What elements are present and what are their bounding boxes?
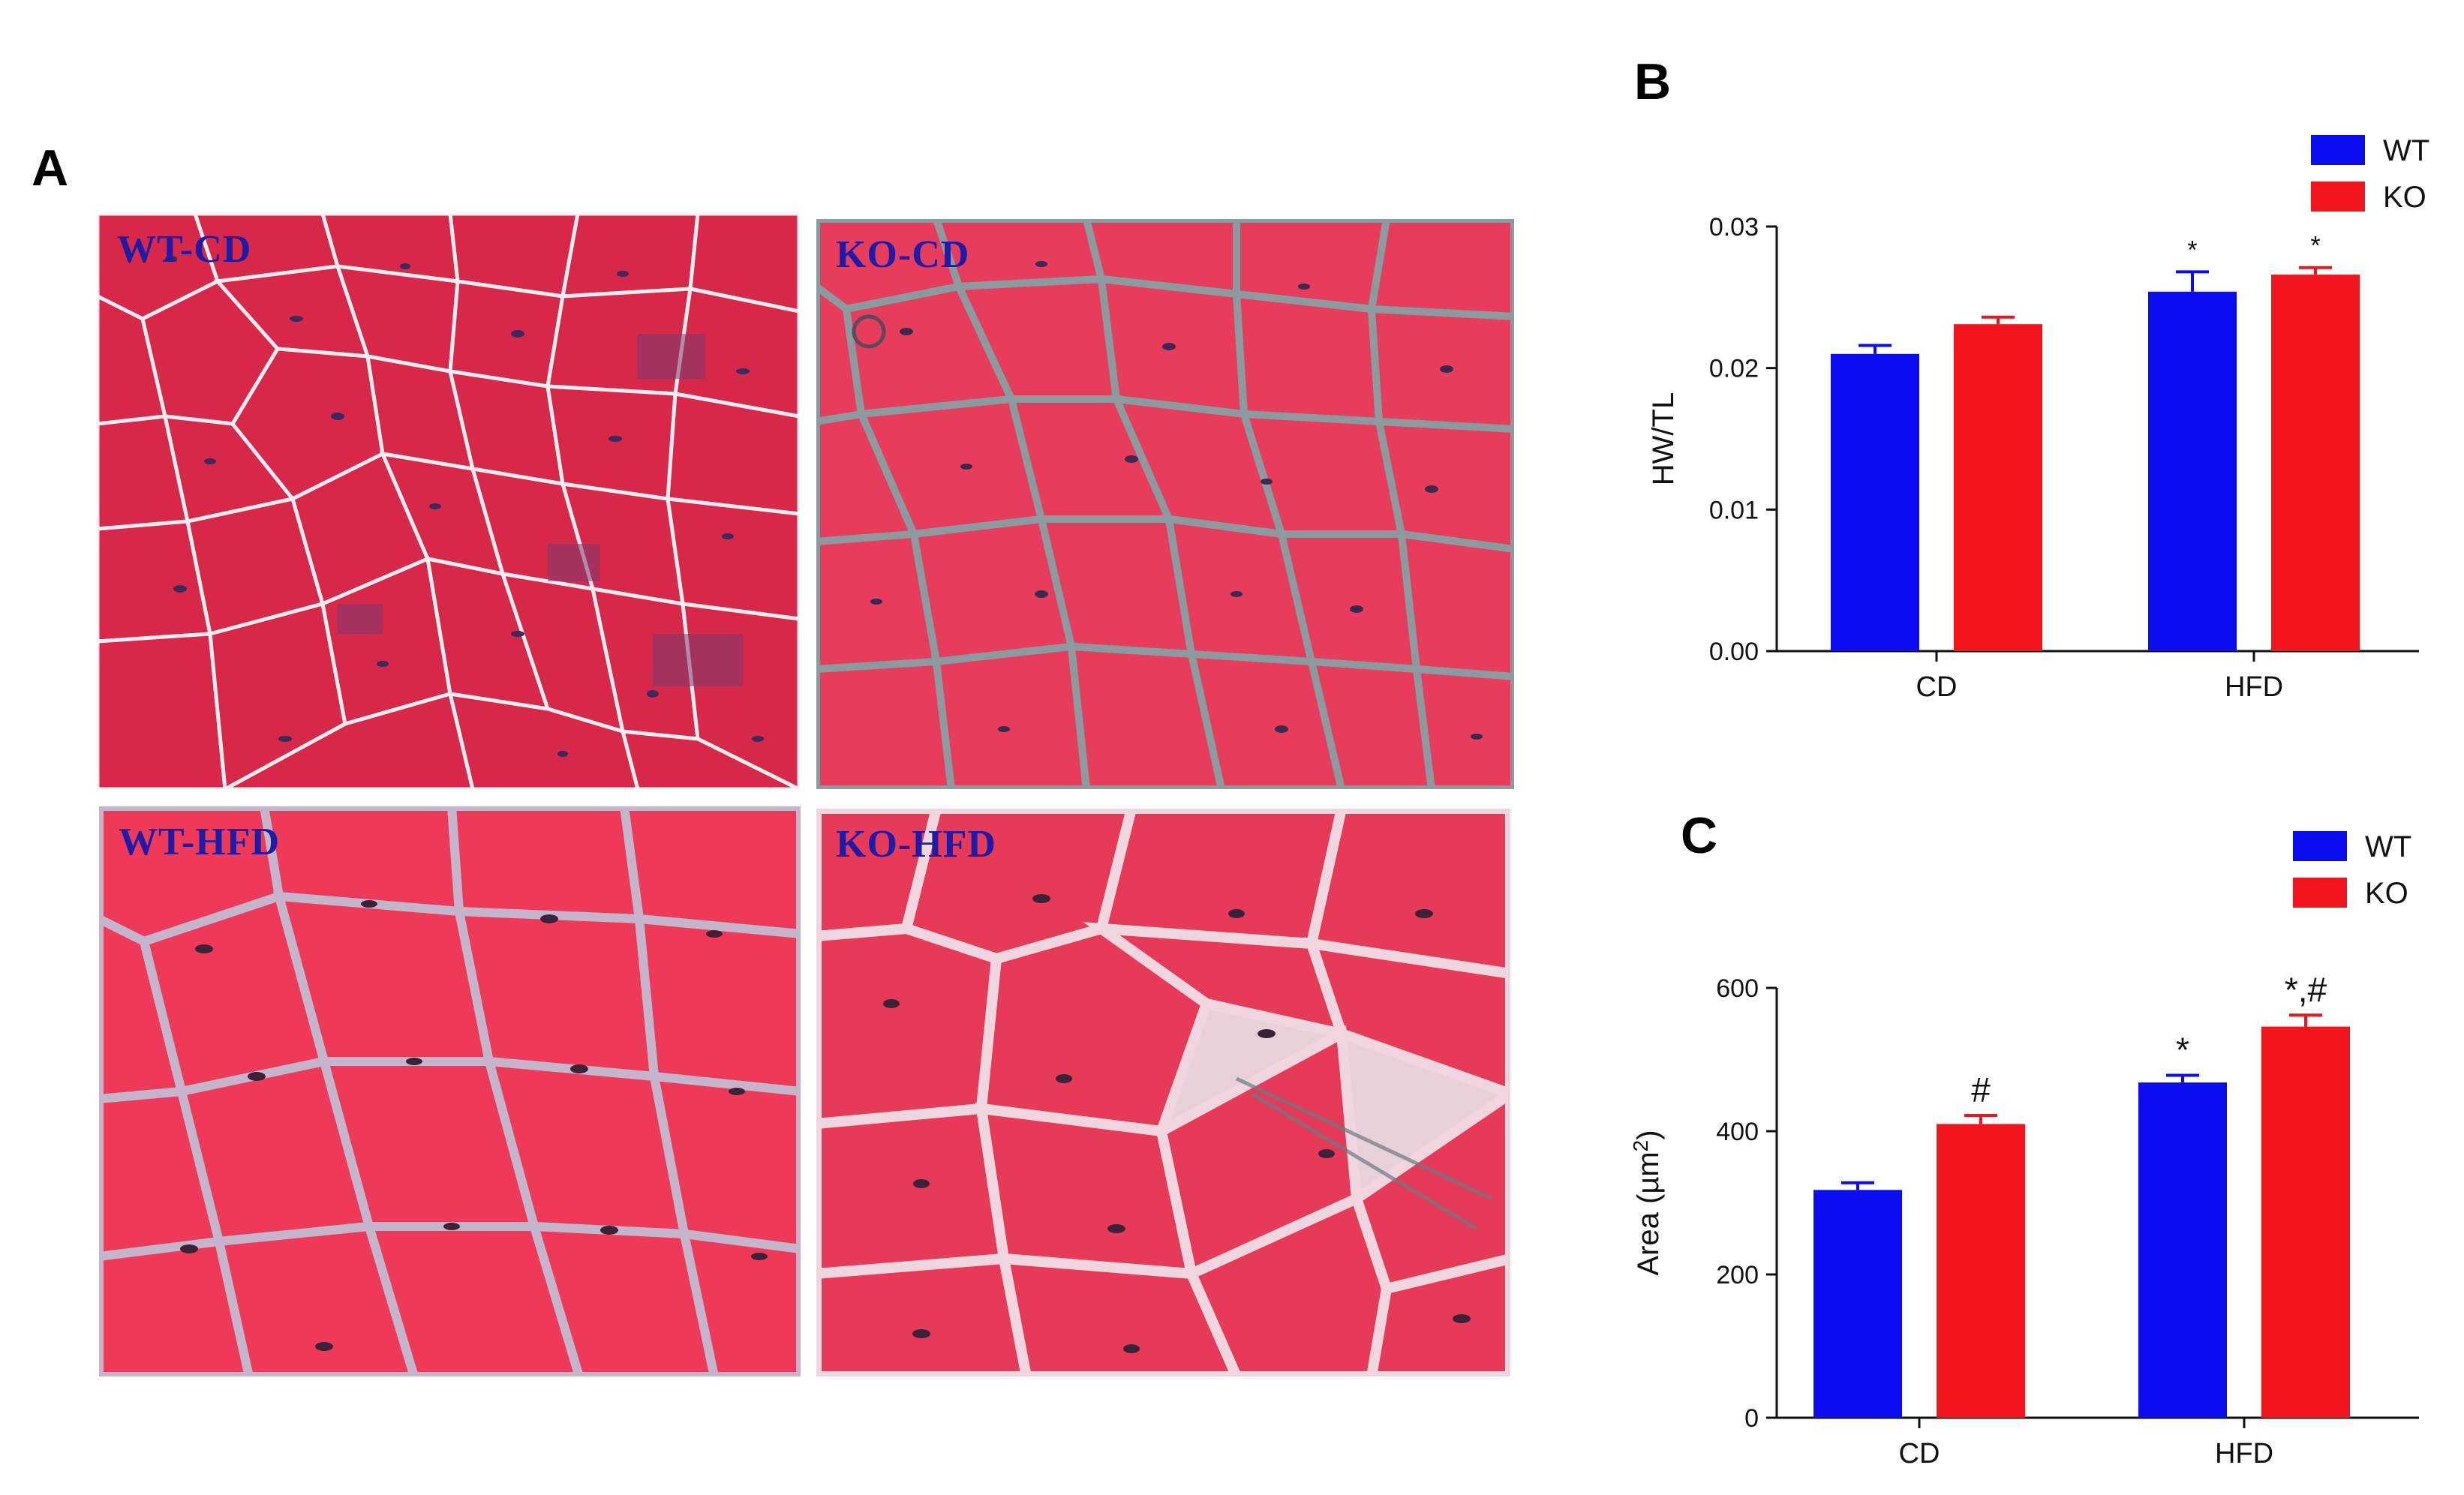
legend-label-wt: WT <box>2365 830 2411 863</box>
legend-label-ko: KO <box>2365 877 2408 910</box>
chart-c-x-tick-label: CD <box>1899 1438 1940 1469</box>
micrograph-label-wt-hfd: WT-HFD <box>119 821 280 863</box>
legend-label-wt: WT <box>2383 134 2429 167</box>
legend-swatch-wt <box>2293 831 2347 861</box>
legend-label-ko: KO <box>2383 181 2426 214</box>
micrograph-label-ko-hfd: KO-HFD <box>836 823 996 866</box>
significance-marker: * <box>2176 1031 2189 1070</box>
significance-marker: * <box>2187 236 2197 264</box>
micrograph-wt-hfd: WT-HFD <box>99 806 801 1376</box>
y-tick-label: 400 <box>1716 1118 1759 1146</box>
panel-letter-c: C <box>1681 807 1718 864</box>
bar-wt-cd <box>1831 353 1919 651</box>
panel-letter-a: A <box>32 140 69 197</box>
micrograph-ko-cd-image <box>816 219 1514 789</box>
bar-ko-cd <box>1954 324 2042 651</box>
bar-ko-hfd <box>2261 1026 2350 1418</box>
y-tick-label: 600 <box>1716 974 1759 1003</box>
micrograph-ko-hfd-image <box>816 809 1510 1376</box>
bar-ko-cd <box>1937 1124 2025 1418</box>
bar-wt-hfd <box>2138 1082 2227 1418</box>
chart-c-x-tick-label: HFD <box>2215 1438 2273 1469</box>
micrograph-ko-cd: KO-CD <box>816 219 1514 789</box>
significance-marker: # <box>1971 1070 1991 1109</box>
y-tick-label: 0.01 <box>1709 496 1759 524</box>
micrograph-wt-hfd-image <box>99 806 801 1376</box>
chart-b-y-axis-label: HW/TL <box>1647 392 1680 485</box>
micrograph-ko-hfd: KO-HFD <box>816 809 1510 1376</box>
panel-letter-b: B <box>1634 53 1672 110</box>
chart-c-area: 0 200 400 600 Area (µm2) CD # HFD * *,# WT KO <box>1629 830 2419 1469</box>
y-tick-label: 0.03 <box>1709 213 1759 242</box>
bar-ko-hfd <box>2271 275 2360 651</box>
bar-wt-cd <box>1813 1190 1902 1418</box>
y-tick-label: 0.00 <box>1709 638 1759 666</box>
chart-c-y-axis-label: Area (µm2) <box>1629 1130 1665 1275</box>
micrograph-label-ko-cd: KO-CD <box>836 233 970 276</box>
chart-b-x-tick-label: HFD <box>2225 671 2283 703</box>
significance-marker: * <box>2310 232 2320 260</box>
significance-marker: *,# <box>2285 970 2327 1009</box>
micrograph-wt-cd-image <box>98 214 799 789</box>
y-tick-label: 200 <box>1716 1261 1759 1289</box>
micrograph-wt-cd: WT-CD <box>98 214 799 789</box>
chart-b-hw-tl: 0.00 0.01 0.02 0.03 HW/TL CD HFD * * WT KO <box>1647 134 2429 703</box>
legend-swatch-wt <box>2311 135 2365 165</box>
y-tick-label: 0.02 <box>1709 355 1759 383</box>
bar-wt-hfd <box>2148 291 2237 651</box>
chart-b-x-tick-label: CD <box>1916 671 1958 703</box>
micrograph-label-wt-cd: WT-CD <box>117 228 252 271</box>
legend-swatch-ko <box>2293 878 2347 908</box>
y-tick-label: 0 <box>1744 1404 1759 1433</box>
legend-swatch-ko <box>2311 182 2365 212</box>
